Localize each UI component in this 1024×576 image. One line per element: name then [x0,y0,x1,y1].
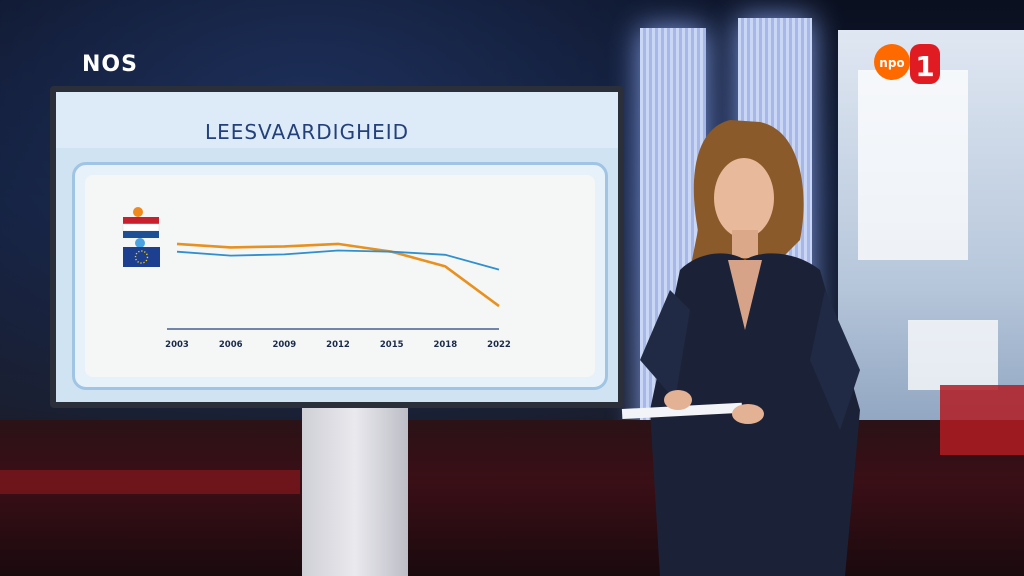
monitor-stand [302,408,408,576]
npo1-logo-icon: npo 1 [874,44,940,84]
chart-title: LEESVAARDIGHEID [204,120,410,144]
chart-frame: 2003 2006 2009 2012 2015 2018 2022 [72,162,608,390]
series-line-1 [176,242,500,308]
x-tick-label: 2006 [219,340,243,350]
x-tick-label: 2009 [272,340,296,350]
npo-logo-number: 1 [915,50,934,83]
presenter [621,120,860,576]
x-tick-label: 2012 [326,340,350,350]
background-screen [838,30,1024,450]
x-tick-label: 2003 [165,340,189,350]
series-line-2 [176,249,500,271]
eu-flag-icon [123,238,160,267]
npo-logo-text: npo [879,56,904,70]
x-tick-label: 2022 [487,340,511,350]
display-screen: LEESVAARDIGHEID [56,92,618,402]
netherlands-flag-icon [122,207,160,238]
red-light-strip [940,385,1024,455]
red-light-strip [0,470,300,494]
line-chart: 2003 2006 2009 2012 2015 2018 2022 [122,207,511,350]
chart-card: 2003 2006 2009 2012 2015 2018 2022 [85,175,595,377]
display-monitor: LEESVAARDIGHEID [50,86,624,408]
x-tick-label: 2015 [380,340,404,350]
x-tick-label: 2018 [433,340,457,350]
title-band [56,92,618,148]
papers [621,402,743,420]
nos-logo: NOS [82,52,138,77]
